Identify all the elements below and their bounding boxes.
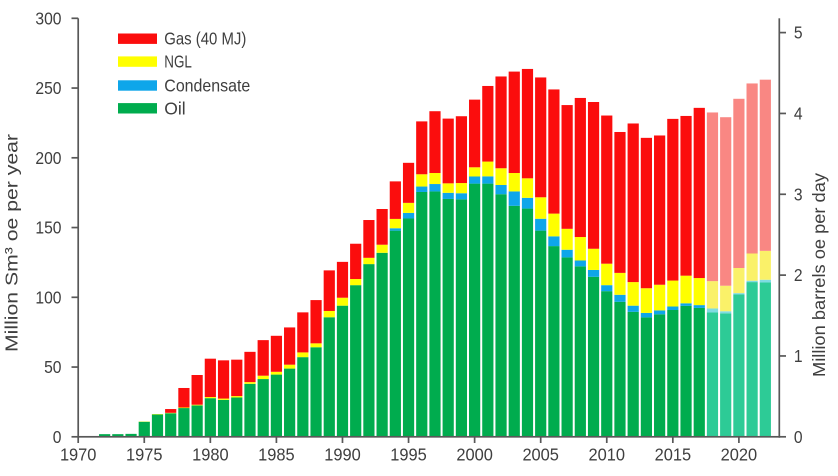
svg-text:5: 5 xyxy=(794,23,803,43)
svg-text:1980: 1980 xyxy=(192,445,229,465)
svg-text:4: 4 xyxy=(794,103,803,123)
svg-text:3: 3 xyxy=(794,184,803,204)
svg-text:250: 250 xyxy=(35,78,61,98)
svg-text:1970: 1970 xyxy=(60,445,97,465)
svg-text:Condensate: Condensate xyxy=(164,76,250,96)
svg-text:1990: 1990 xyxy=(324,445,361,465)
svg-text:2000: 2000 xyxy=(456,445,493,465)
svg-text:Gas (40 MJ): Gas (40 MJ) xyxy=(164,29,246,49)
svg-text:2010: 2010 xyxy=(589,445,626,465)
svg-text:150: 150 xyxy=(35,218,61,238)
svg-text:NGL: NGL xyxy=(164,52,192,72)
svg-text:1995: 1995 xyxy=(390,445,427,465)
svg-text:2: 2 xyxy=(794,265,803,285)
svg-text:2005: 2005 xyxy=(522,445,559,465)
svg-text:50: 50 xyxy=(44,357,61,377)
svg-text:100: 100 xyxy=(35,287,61,307)
svg-text:Million barrels oe per day: Million barrels oe per day xyxy=(809,173,829,377)
svg-text:2020: 2020 xyxy=(721,445,758,465)
svg-text:1975: 1975 xyxy=(126,445,163,465)
svg-text:Million Sm³ oe per year: Million Sm³ oe per year xyxy=(2,134,22,352)
svg-text:300: 300 xyxy=(35,8,61,28)
svg-text:2015: 2015 xyxy=(655,445,692,465)
svg-text:Oil: Oil xyxy=(164,98,185,118)
svg-text:0: 0 xyxy=(794,427,803,447)
svg-text:1985: 1985 xyxy=(258,445,295,465)
svg-text:1: 1 xyxy=(794,346,803,366)
svg-text:200: 200 xyxy=(35,148,61,168)
